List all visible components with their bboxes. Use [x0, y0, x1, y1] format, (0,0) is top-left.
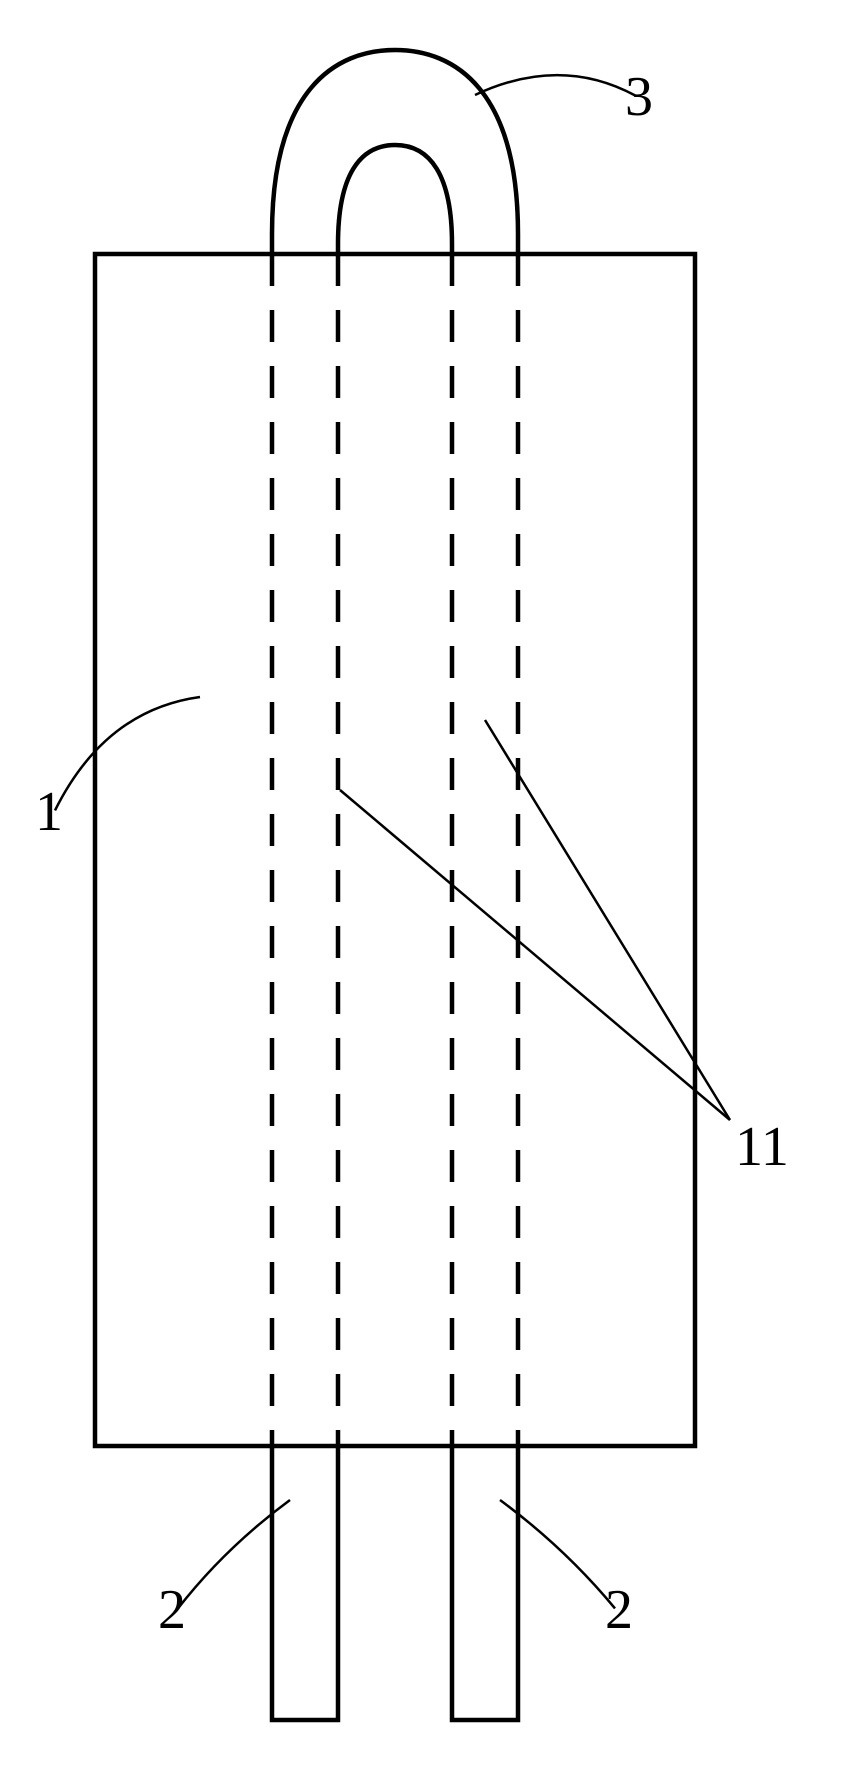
loop-inner — [338, 145, 452, 254]
callout-c3-label: 3 — [625, 66, 653, 128]
patent-figure: 311122 — [0, 0, 843, 1777]
callout-c3: 3 — [475, 66, 653, 128]
callout-c1-leader — [55, 697, 200, 810]
callout-c3-leader — [475, 75, 635, 95]
callout-c11-label: 11 — [735, 1116, 789, 1178]
pin-left — [272, 1446, 338, 1720]
pin-right — [452, 1446, 518, 1720]
callout-c11: 11 — [340, 720, 789, 1178]
callout-c11-leader-0 — [340, 790, 730, 1120]
callout-c1-label: 1 — [35, 781, 63, 843]
body-outline — [95, 254, 695, 1446]
callout-c2L-label: 2 — [158, 1579, 186, 1641]
callout-c2R-label: 2 — [605, 1579, 633, 1641]
loop-outer — [272, 50, 518, 254]
callout-c1: 1 — [35, 697, 200, 843]
